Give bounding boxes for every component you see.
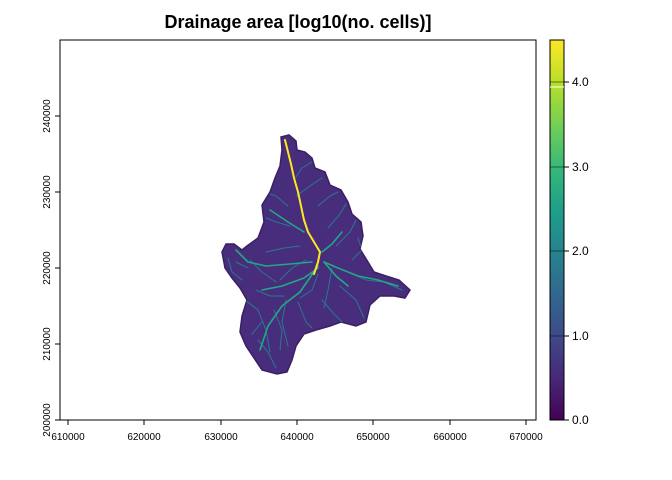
catchment [221,134,411,375]
colorbar: 0.0 1.0 2.0 3.0 4.0 [549,39,589,427]
colorbar-tick-label: 4.0 [572,75,589,89]
colorbar-tick-label: 1.0 [572,329,589,343]
y-tick-label: 230000 [42,175,53,209]
colorbar-tick-label: 2.0 [572,244,589,258]
y-tick-label: 200000 [42,403,53,437]
y-tick-label: 210000 [42,327,53,361]
x-tick-label: 610000 [51,432,85,443]
y-tick-label: 240000 [42,99,53,133]
x-tick-label: 650000 [356,432,390,443]
x-tick-label: 630000 [204,432,238,443]
catchment-fill [221,134,411,375]
main-channel [284,139,321,275]
y-tick-label: 220000 [42,251,53,285]
y-axis: 200000 210000 220000 230000 240000 [42,99,60,437]
x-tick-label: 670000 [509,432,543,443]
x-tick-label: 660000 [433,432,467,443]
tributary-streams [235,209,399,351]
map-title: Drainage area [log10(no. cells)] [164,12,431,32]
x-tick-label: 620000 [127,432,161,443]
colorbar-tick-label: 0.0 [572,413,589,427]
colorbar-gradient [549,39,565,421]
x-tick-label: 640000 [280,432,314,443]
colorbar-tick-label: 3.0 [572,160,589,174]
x-axis: 610000 620000 630000 640000 650000 66000… [51,420,543,443]
